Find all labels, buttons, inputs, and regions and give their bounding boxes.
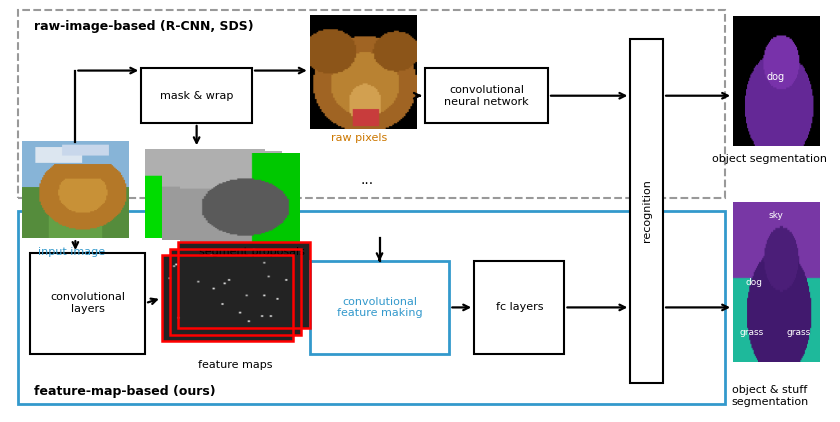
FancyBboxPatch shape bbox=[141, 68, 252, 123]
FancyBboxPatch shape bbox=[18, 211, 725, 404]
Text: dog: dog bbox=[745, 278, 762, 287]
Text: convolutional
layers: convolutional layers bbox=[50, 292, 125, 314]
FancyBboxPatch shape bbox=[310, 261, 449, 354]
Text: sky: sky bbox=[769, 211, 783, 220]
FancyBboxPatch shape bbox=[474, 261, 564, 354]
Bar bbox=[178, 243, 310, 328]
Text: dog: dog bbox=[767, 72, 785, 82]
Text: convolutional
feature making: convolutional feature making bbox=[337, 297, 423, 318]
Text: fc layers: fc layers bbox=[496, 303, 543, 312]
Text: grass: grass bbox=[739, 328, 764, 337]
Text: mask & wrap: mask & wrap bbox=[160, 91, 234, 101]
Text: raw pixels: raw pixels bbox=[331, 133, 387, 143]
Text: object segmentation: object segmentation bbox=[712, 154, 827, 165]
Text: object & stuff
segmentation: object & stuff segmentation bbox=[732, 385, 809, 406]
Text: segment proposals: segment proposals bbox=[199, 246, 305, 257]
FancyBboxPatch shape bbox=[630, 39, 663, 383]
Text: input image: input image bbox=[38, 246, 105, 257]
Text: feature-map-based (ours): feature-map-based (ours) bbox=[34, 384, 216, 398]
Text: convolutional
neural network: convolutional neural network bbox=[444, 85, 528, 106]
Bar bbox=[161, 255, 293, 341]
Text: ...: ... bbox=[360, 173, 374, 187]
Text: recognition: recognition bbox=[642, 180, 652, 242]
Bar bbox=[170, 249, 302, 335]
Text: grass: grass bbox=[786, 328, 811, 337]
FancyBboxPatch shape bbox=[425, 68, 548, 123]
FancyBboxPatch shape bbox=[30, 253, 145, 354]
Text: raw-image-based (R-CNN, SDS): raw-image-based (R-CNN, SDS) bbox=[34, 20, 254, 33]
Text: feature maps: feature maps bbox=[198, 360, 273, 370]
FancyBboxPatch shape bbox=[18, 10, 725, 198]
